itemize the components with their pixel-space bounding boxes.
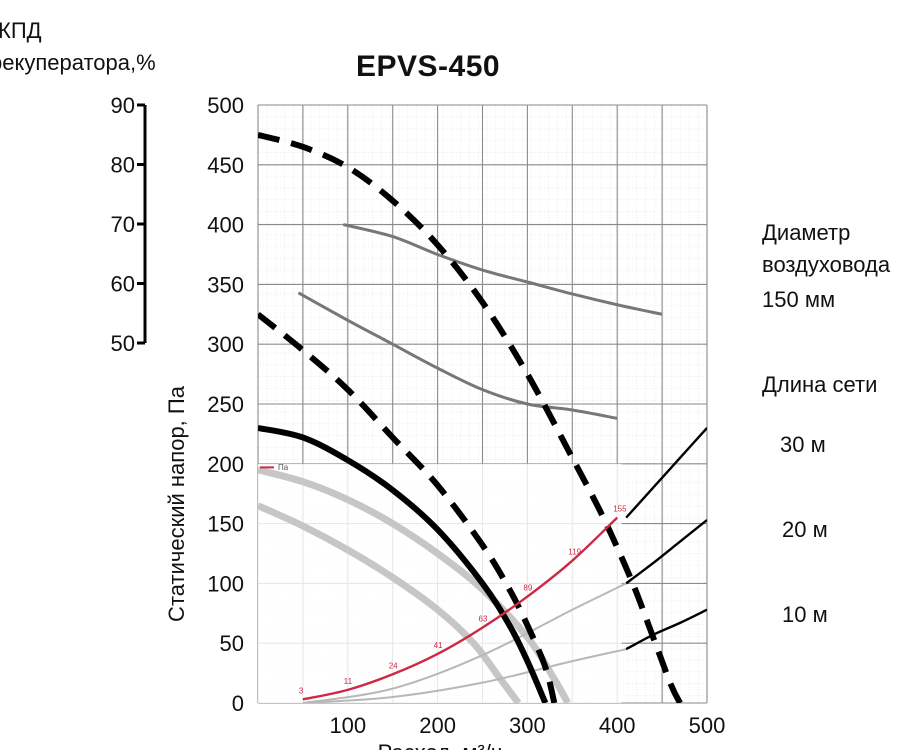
y-tick-label: 300 [207,332,244,357]
efficiency-tick-label: 70 [111,212,135,237]
series-line-3 [342,223,663,316]
network-length-30: 30 м [780,432,826,457]
series-line-8 [625,608,707,651]
efficiency-axis-label-2: рекуператора,% [0,50,156,75]
x-tick-label: 200 [419,713,456,738]
series-line-7 [625,519,707,585]
inset-point-label: 119 [568,548,581,557]
chart-title: EPVS-450 [356,50,501,83]
series-line-1 [258,311,558,703]
series-line-0 [258,131,683,703]
y-tick-label: 400 [207,213,244,238]
diameter-label-2: воздуховода [762,252,891,277]
y-tick-label: 50 [220,631,244,656]
inset-point-label: 11 [344,677,353,686]
series-line-10 [258,502,522,703]
y-tick-label: 250 [207,392,244,417]
x-tick-label: 400 [599,713,636,738]
efficiency-tick-label: 50 [111,331,135,356]
y-tick-label: 150 [207,512,244,537]
efficiency-tick-label: 80 [111,153,135,178]
plot-area: 3 11 24 41 63 89 119 155 Па 100 200 300 400 500 0 50 100… [111,93,726,755]
inset-point-label: 155 [613,505,627,514]
network-length-20: 20 м [782,517,828,542]
inset-point-label: 41 [434,641,443,650]
efficiency-axis-label-1: КПД [0,18,42,43]
series-line-5 [302,516,619,701]
inset-point-label: 63 [479,615,488,624]
y-tick-label: 500 [207,93,244,118]
x-tick-label: 100 [329,713,366,738]
efficiency-tick-label: 60 [111,272,135,297]
series-line-4 [297,291,618,420]
y-tick-label: 200 [207,452,244,477]
network-length-label: Длина сети [762,372,878,397]
x-tick-label: 300 [509,713,546,738]
inset-point-label: 89 [523,584,532,593]
x-axis-label: Расход, м³/ч [378,740,503,750]
x-tick-label: 500 [689,713,726,738]
series-line-11 [302,582,627,703]
inset-point-label: 24 [389,661,398,670]
inset-point-label: 3 [299,686,304,695]
y-tick-label: 450 [207,153,244,178]
series-line-2 [258,424,549,703]
series-line-12 [302,648,627,703]
series-line-6 [625,427,707,519]
efficiency-tick-label: 90 [111,93,135,118]
inset-legend-label: Па [278,463,289,472]
inset-panel [258,463,622,703]
diameter-value: 150 мм [762,287,836,312]
network-length-10: 10 м [782,602,828,627]
diameter-label-1: Диаметр [762,220,851,245]
y-tick-label: 100 [207,571,244,596]
y-tick-label: 0 [232,691,244,716]
y-axis-label: Статический напор, Па [164,385,189,622]
y-tick-label: 350 [207,272,244,297]
